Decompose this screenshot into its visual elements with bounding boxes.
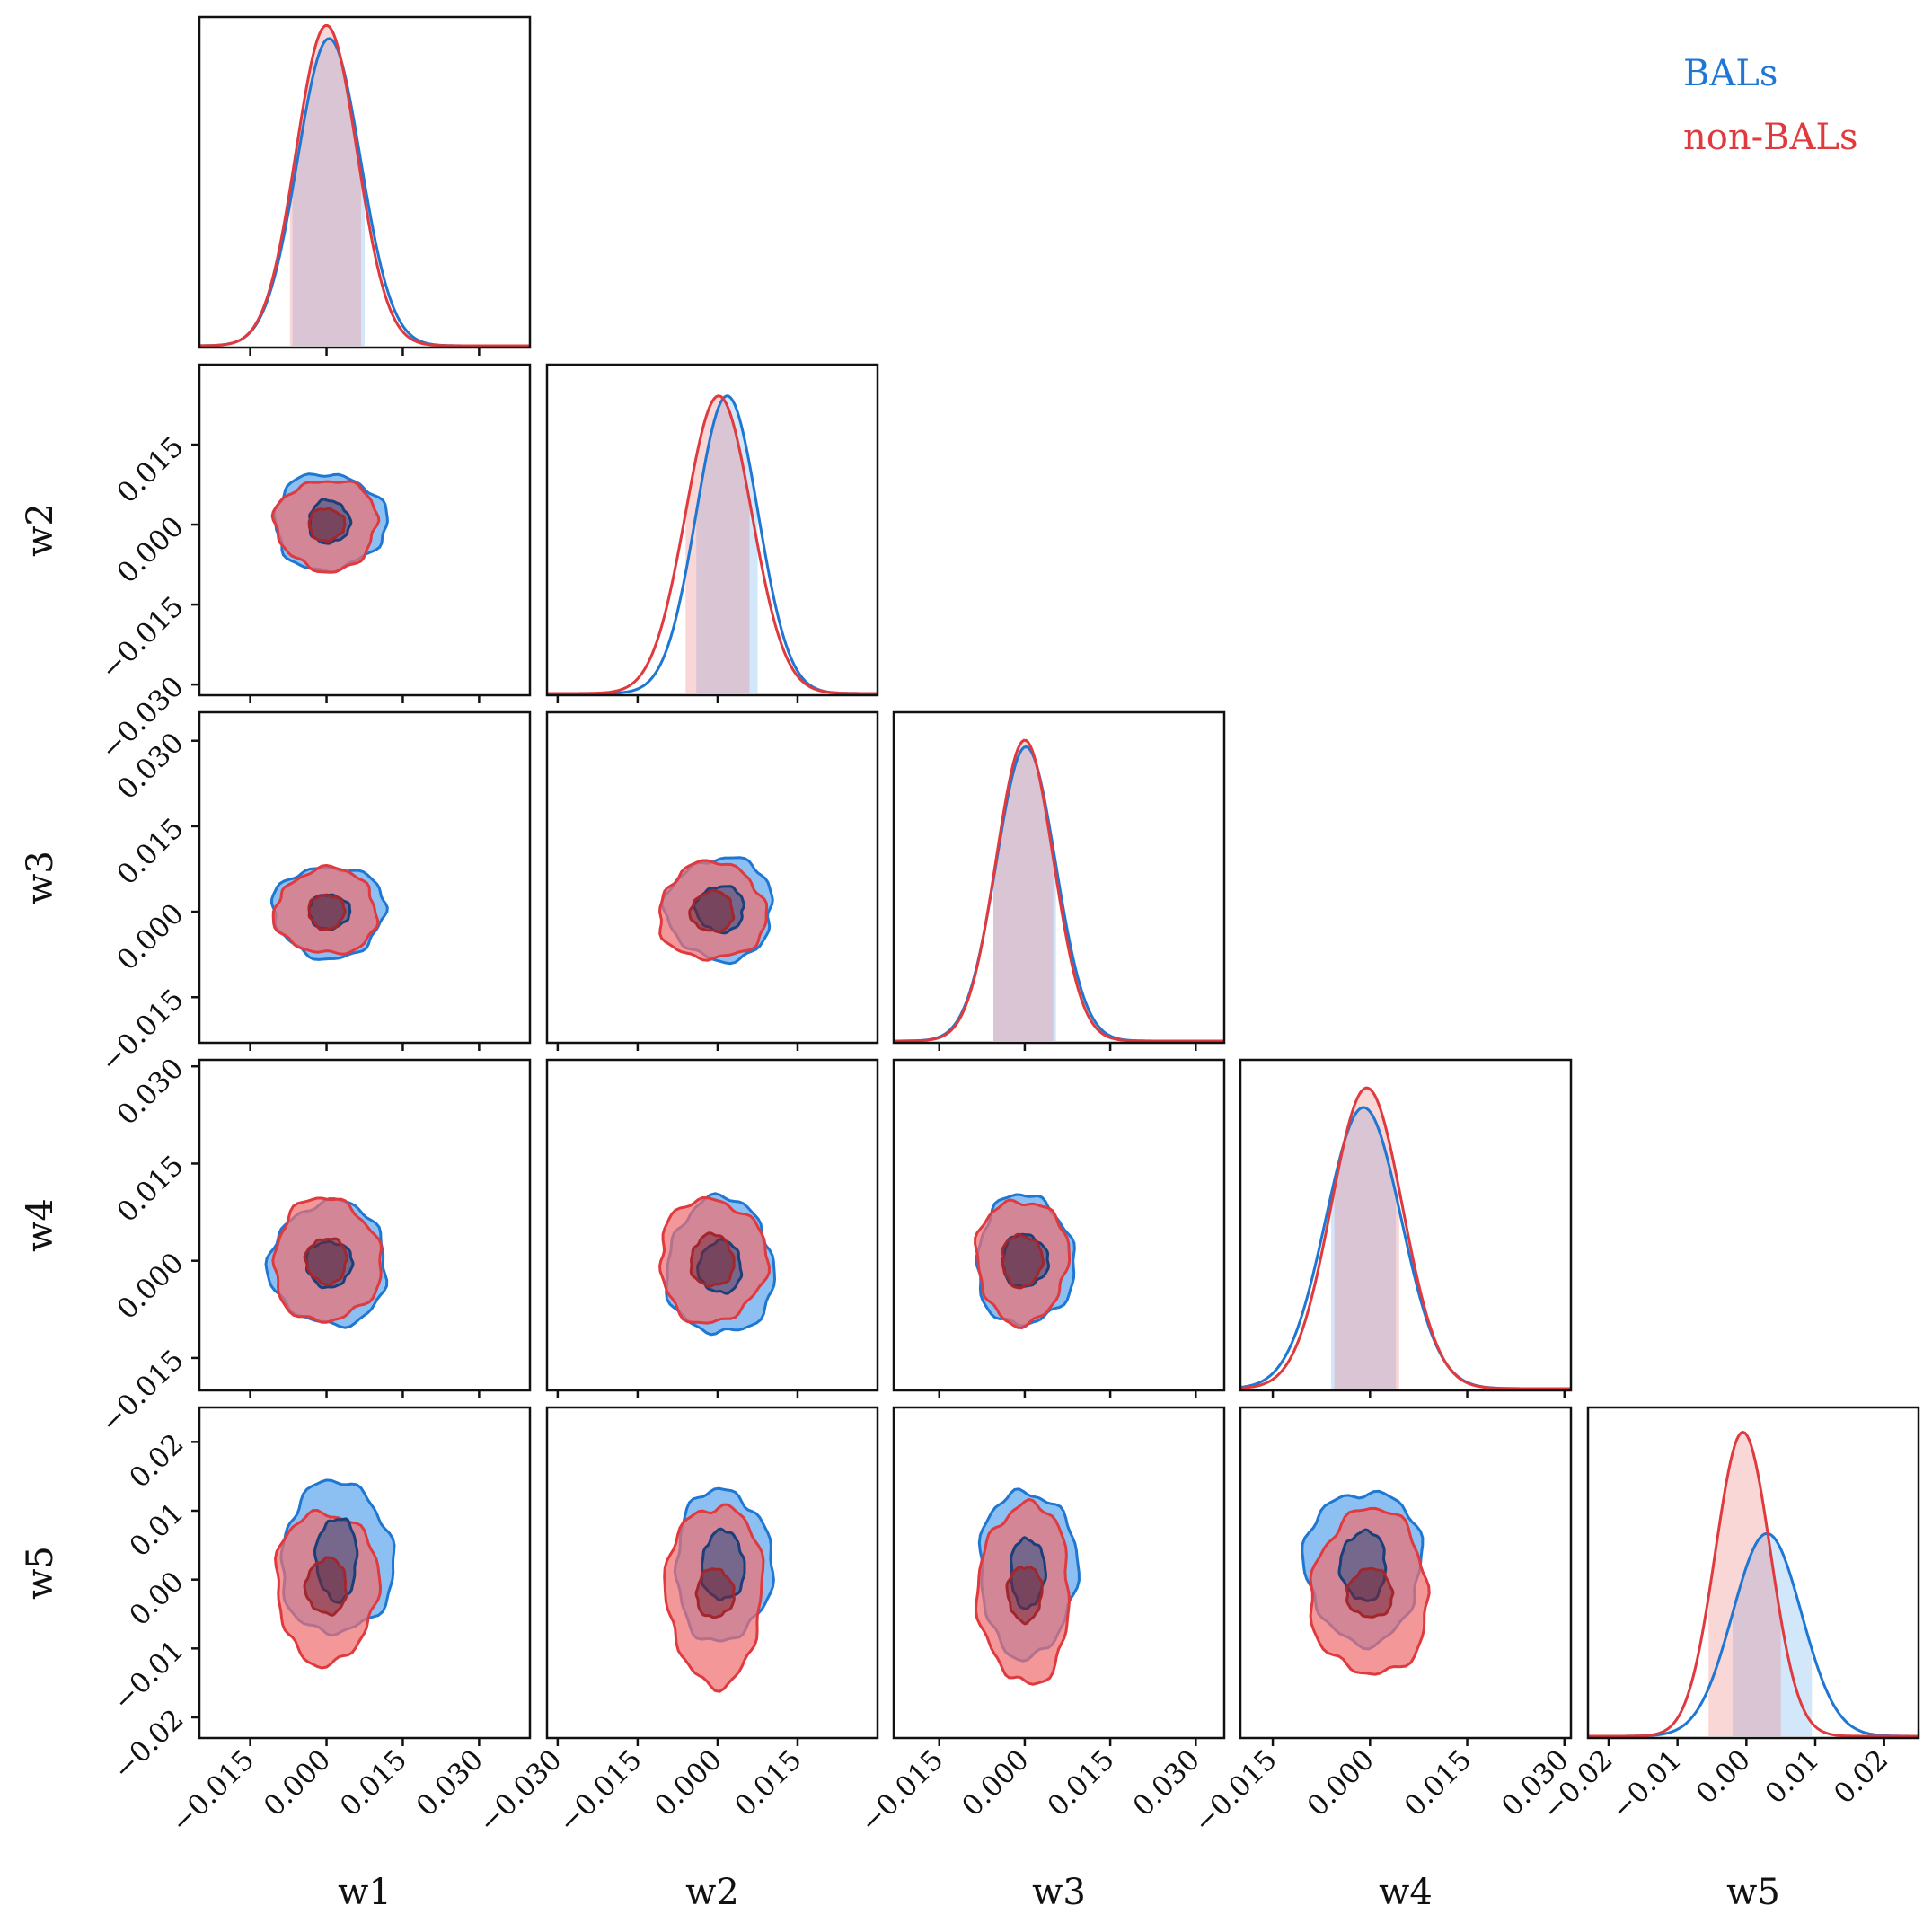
x-tick-label-w2: 0.015 (728, 1743, 807, 1822)
marginal-curve-non-bals (199, 24, 530, 348)
y-tick-label-w5: 0.02 (123, 1428, 190, 1495)
x-tick-label-w4: 0.015 (1398, 1743, 1478, 1822)
x-tick-label-w3: 0.015 (1042, 1743, 1121, 1822)
y-axis-title-w4: w4 (20, 1198, 61, 1252)
y-tick-label-w4: 0.015 (110, 1150, 190, 1229)
marginal-curve-non-bals (547, 394, 878, 695)
y-tick-label-w5: −0.01 (107, 1635, 190, 1718)
y-tick-label-w4: 0.000 (110, 1247, 190, 1326)
x-tick-label-w2: −0.015 (552, 1743, 648, 1839)
x-tick-label-w2: 0.000 (648, 1743, 728, 1822)
x-tick-label-w3: 0.000 (956, 1743, 1035, 1822)
panel-frame (545, 1406, 879, 1740)
x-tick-label-w3: −0.015 (854, 1743, 950, 1839)
x-axis-title-w1: w1 (338, 1872, 392, 1913)
marginal-interval-bals (993, 746, 1056, 1041)
panel-frame (198, 363, 532, 697)
panel-frame (892, 710, 1226, 1045)
x-tick-label-w1: 0.000 (258, 1743, 337, 1822)
y-axis-title-w2: w2 (20, 503, 61, 557)
y-tick-label-w5: −0.02 (107, 1703, 190, 1786)
legend: BALs non-BALs (1683, 53, 1858, 158)
marginal-interval-bals (1331, 1107, 1397, 1389)
panel-frame (892, 1058, 1226, 1392)
x-tick-label-w5: 0.00 (1690, 1743, 1757, 1810)
panel-frame (892, 1406, 1226, 1740)
panel-frame (1239, 1058, 1573, 1392)
marginal-curve-bals (1240, 1106, 1571, 1390)
panel-w1-vs-w1 (198, 15, 532, 356)
panel-frame (545, 1058, 879, 1392)
contour-inner-non-bals (694, 1567, 736, 1619)
x-axis-title-w5: w5 (1726, 1872, 1780, 1913)
marginal-curve-non-bals (1588, 1430, 1919, 1738)
x-tick-label-w1: −0.015 (165, 1743, 261, 1839)
panel-w5-vs-w2: −0.030−0.015 0.000 0.015 w2 (472, 1406, 879, 1913)
panel-frame (545, 710, 879, 1045)
marginal-curve-non-bals (1240, 1086, 1571, 1390)
marginal-interval-non-bals (1708, 1432, 1781, 1736)
contour-inner-non-bals (307, 507, 347, 543)
x-tick-label-w5: 0.02 (1828, 1743, 1894, 1810)
x-tick-label-w4: −0.015 (1187, 1743, 1284, 1839)
panel-w4-vs-w2 (545, 1058, 879, 1398)
x-tick-label-w1: 0.015 (334, 1743, 413, 1822)
x-tick-label-w5: −0.01 (1605, 1743, 1689, 1827)
panel-w5-vs-w1: −0.02−0.010.000.010.02 w5 −0.0150.0000.015… (20, 1406, 532, 1913)
panel-w4-vs-w3 (892, 1058, 1226, 1398)
x-tick-label-w4: 0.000 (1301, 1743, 1381, 1822)
y-axis-title-w3: w3 (20, 851, 61, 904)
panel-frame (198, 1058, 532, 1392)
marginal-interval-non-bals (993, 740, 1054, 1041)
panel-frame (1239, 1406, 1573, 1740)
y-tick-label-w2: −0.015 (94, 590, 190, 686)
panel-frame (198, 1406, 532, 1740)
panel-frame (545, 363, 879, 697)
x-tick-label-w5: 0.01 (1759, 1743, 1825, 1810)
contour-inner-non-bals (307, 893, 347, 931)
y-tick-label-w3: 0.000 (110, 897, 190, 976)
panel-w3-vs-w3 (892, 710, 1226, 1051)
panel-grid: −0.030−0.0150.0000.015w2−0.0150.0000.015… (20, 15, 1920, 1913)
y-tick-label-w4: −0.015 (94, 1344, 190, 1440)
y-tick-label-w3: 0.015 (110, 812, 190, 891)
panel-frame (198, 15, 532, 349)
x-axis-title-w3: w3 (1032, 1872, 1086, 1913)
marginal-curve-non-bals (894, 738, 1224, 1043)
panel-frame (1586, 1406, 1920, 1740)
contour-inner-non-bals (689, 1231, 736, 1288)
x-axis-title-w2: w2 (685, 1872, 739, 1913)
contour-inner-non-bals (1345, 1566, 1395, 1619)
y-tick-label-w5: 0.01 (123, 1496, 190, 1563)
marginal-interval-non-bals (289, 25, 361, 347)
panel-frame (198, 710, 532, 1045)
legend-entry-non-bals: non-BALs (1683, 117, 1858, 158)
marginal-interval-non-bals (1334, 1088, 1399, 1389)
x-tick-label-w2: −0.030 (472, 1743, 569, 1839)
y-tick-label-w2: 0.015 (110, 430, 190, 509)
contour-inner-non-bals (303, 1237, 348, 1286)
panel-w2-vs-w2 (545, 363, 879, 703)
contour-inner-non-bals (1005, 1565, 1044, 1626)
contour-inner-non-bals (303, 1556, 348, 1617)
legend-entry-bals: BALs (1683, 53, 1778, 94)
marginal-interval-bals (292, 38, 365, 347)
panel-w4-vs-w4 (1239, 1058, 1573, 1398)
contour-inner-non-bals (688, 888, 736, 934)
marginal-interval-bals (696, 395, 758, 693)
y-axis-title-w5: w5 (20, 1546, 61, 1600)
marginal-interval-non-bals (685, 395, 750, 693)
y-tick-label-w2: 0.000 (110, 510, 190, 589)
panel-w3-vs-w2 (545, 710, 879, 1051)
contour-inner-non-bals (1001, 1232, 1045, 1290)
x-axis-title-w4: w4 (1379, 1872, 1433, 1913)
y-tick-label-w5: 0.00 (123, 1566, 190, 1632)
